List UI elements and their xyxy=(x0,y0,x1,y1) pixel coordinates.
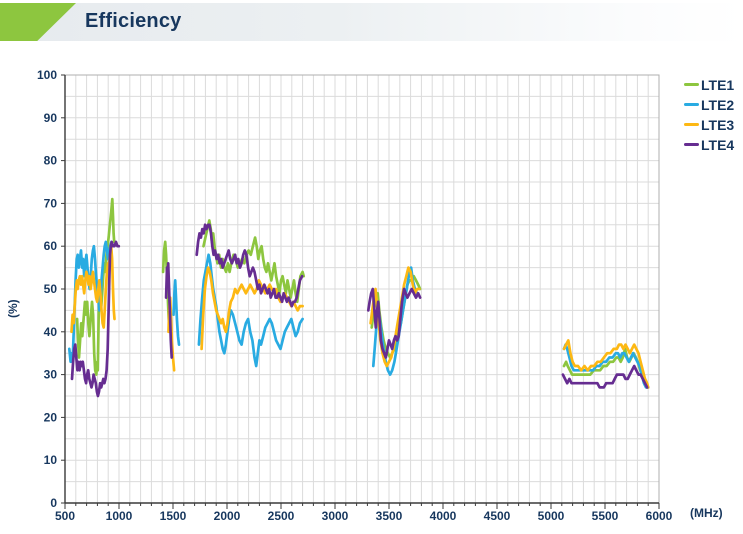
series-LTE1-line xyxy=(75,197,116,376)
page-title: Efficiency xyxy=(85,10,182,32)
y-tick-label: 80 xyxy=(44,154,58,168)
y-tick-label: 60 xyxy=(44,239,58,253)
legend-swatch-LTE1 xyxy=(684,82,699,87)
y-axis-unit-label: (%) xyxy=(6,299,20,318)
series-LTE3-line xyxy=(562,339,650,389)
x-tick-label: 4500 xyxy=(484,509,511,523)
series-LTE4-line xyxy=(70,240,121,398)
x-tick-label: 1500 xyxy=(160,509,187,523)
legend-swatch-LTE4 xyxy=(684,142,699,147)
series-LTE4-line xyxy=(366,287,422,359)
y-tick-label: 0 xyxy=(50,496,57,510)
series-LTE2-line xyxy=(172,279,181,346)
x-tick-label: 500 xyxy=(55,509,75,523)
x-tick-label: 4000 xyxy=(430,509,457,523)
legend-item-label: LTE2 xyxy=(701,96,735,113)
series-LTE2-line xyxy=(67,240,116,364)
y-tick-label: 90 xyxy=(44,111,58,125)
legend: LTE1 LTE2 LTE3 LTE4 xyxy=(684,77,734,152)
header-bar: Efficiency xyxy=(0,3,743,41)
header-accent-shape xyxy=(0,3,76,41)
legend-item-LTE1: LTE1 xyxy=(684,77,734,92)
series-LTE4-line xyxy=(164,261,174,359)
x-tick-label: 3500 xyxy=(376,509,403,523)
y-tick-label: 20 xyxy=(44,410,58,424)
x-tick-label: 2500 xyxy=(268,509,295,523)
legend-item-label: LTE1 xyxy=(701,76,735,93)
legend-item-LTE3: LTE3 xyxy=(684,117,734,132)
series-LTE3-line xyxy=(70,244,116,334)
x-tick-label: 3000 xyxy=(322,509,349,523)
legend-item-label: LTE3 xyxy=(701,116,735,133)
legend-item-LTE2: LTE2 xyxy=(684,97,734,112)
x-tick-label: 5000 xyxy=(538,509,565,523)
y-tick-label: 70 xyxy=(44,196,58,210)
x-tick-label: 5500 xyxy=(592,509,619,523)
legend-swatch-LTE2 xyxy=(684,102,699,107)
series-LTE2-line xyxy=(562,343,650,389)
x-tick-label: 2000 xyxy=(214,509,241,523)
y-tick-label: 40 xyxy=(44,325,58,339)
y-tick-label: 10 xyxy=(44,453,58,467)
x-axis-unit-label: (MHz) xyxy=(690,506,723,520)
x-tick-label: 1000 xyxy=(106,509,133,523)
legend-swatch-LTE3 xyxy=(684,122,699,127)
x-tick-label: 6000 xyxy=(646,509,673,523)
y-tick-label: 50 xyxy=(44,282,58,296)
legend-item-label: LTE4 xyxy=(701,136,735,153)
legend-item-LTE4: LTE4 xyxy=(684,137,734,152)
series-LTE4-line xyxy=(195,223,304,308)
y-tick-label: 100 xyxy=(37,68,57,82)
series-LTE4-line xyxy=(561,364,649,389)
y-tick-label: 30 xyxy=(44,368,58,382)
